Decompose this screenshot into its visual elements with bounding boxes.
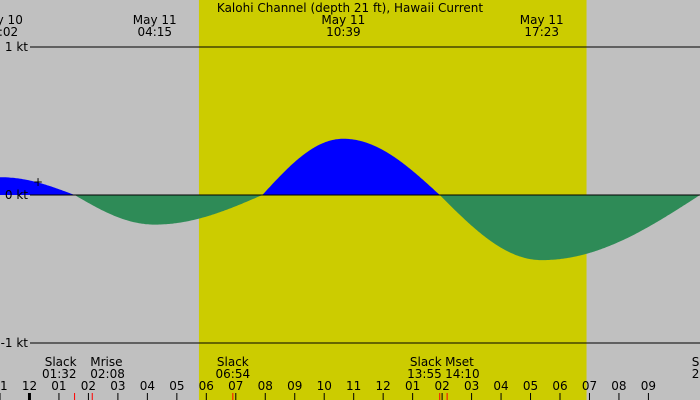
bottom-event-label: Slack	[45, 355, 77, 369]
grid-lines	[30, 46, 700, 344]
x-tick-label: 12	[376, 379, 391, 393]
bottom-event-labels: Slack01:32Mrise02:08Slack06:54Slack13:55…	[42, 355, 699, 381]
bottom-event-time: 01:32	[42, 367, 77, 381]
y-tick-label: 1 kt	[5, 40, 28, 54]
top-event-time: 17:23	[524, 25, 559, 39]
x-tick-label: 03	[110, 379, 125, 393]
x-tick-label: 04	[140, 379, 155, 393]
bottom-event-time: 13:55	[407, 367, 442, 381]
top-event-time: 04:15	[137, 25, 172, 39]
x-tick-label: 05	[169, 379, 184, 393]
bottom-event-time: 2	[692, 367, 700, 381]
x-tick-label: 05	[523, 379, 538, 393]
x-tick-label: 11	[0, 379, 8, 393]
x-tick-label: 12	[22, 379, 37, 393]
x-tick-label: 02	[434, 379, 449, 393]
bottom-event-time: 14:10	[445, 367, 480, 381]
x-tick-label: 07	[582, 379, 597, 393]
y-axis: 1 kt 0 kt -1 kt +	[1, 40, 43, 350]
top-event-date: May 10	[0, 13, 23, 27]
x-tick-label: 04	[493, 379, 508, 393]
x-tick-label: 09	[287, 379, 302, 393]
bottom-event-time: 06:54	[216, 367, 251, 381]
x-tick-label: 02	[81, 379, 96, 393]
top-event-time: 23:02	[0, 25, 18, 39]
x-tick-label: 03	[464, 379, 479, 393]
x-tick-label: 09	[641, 379, 656, 393]
current-areas	[0, 138, 700, 261]
y-tick-label: 0 kt	[5, 188, 28, 202]
x-tick-label: 01	[405, 379, 420, 393]
x-tick-label: 01	[51, 379, 66, 393]
bottom-event-label: Slack	[217, 355, 249, 369]
chart-title: Kalohi Channel (depth 21 ft), Hawaii Cur…	[217, 1, 483, 15]
x-tick-label: 08	[611, 379, 626, 393]
top-event-time: 10:39	[326, 25, 361, 39]
x-tick-label: 10	[317, 379, 332, 393]
bottom-event-label: Mrise	[90, 355, 122, 369]
y-tick-label: -1 kt	[1, 336, 29, 350]
x-axis: 11 12 01 02 03 04 05 06 07 08 09 10 11 12 01 02 03 04 05 06…	[0, 379, 656, 400]
bottom-event-label: S	[692, 355, 700, 369]
ebb-area	[0, 195, 700, 261]
x-tick-label: 06	[552, 379, 567, 393]
flood-area	[0, 138, 700, 195]
x-tick-label: 07	[228, 379, 243, 393]
top-event-date: May 11	[520, 13, 564, 27]
top-event-date: May 11	[321, 13, 365, 27]
bottom-event-time: 02:08	[90, 367, 125, 381]
top-event-date: May 11	[133, 13, 177, 27]
bottom-event-label: Slack	[410, 355, 442, 369]
plus-marker: +	[33, 175, 43, 189]
x-tick-label: 08	[258, 379, 273, 393]
x-tick-label: 11	[346, 379, 361, 393]
bottom-event-label: Mset	[445, 355, 474, 369]
x-tick-label: 06	[199, 379, 214, 393]
